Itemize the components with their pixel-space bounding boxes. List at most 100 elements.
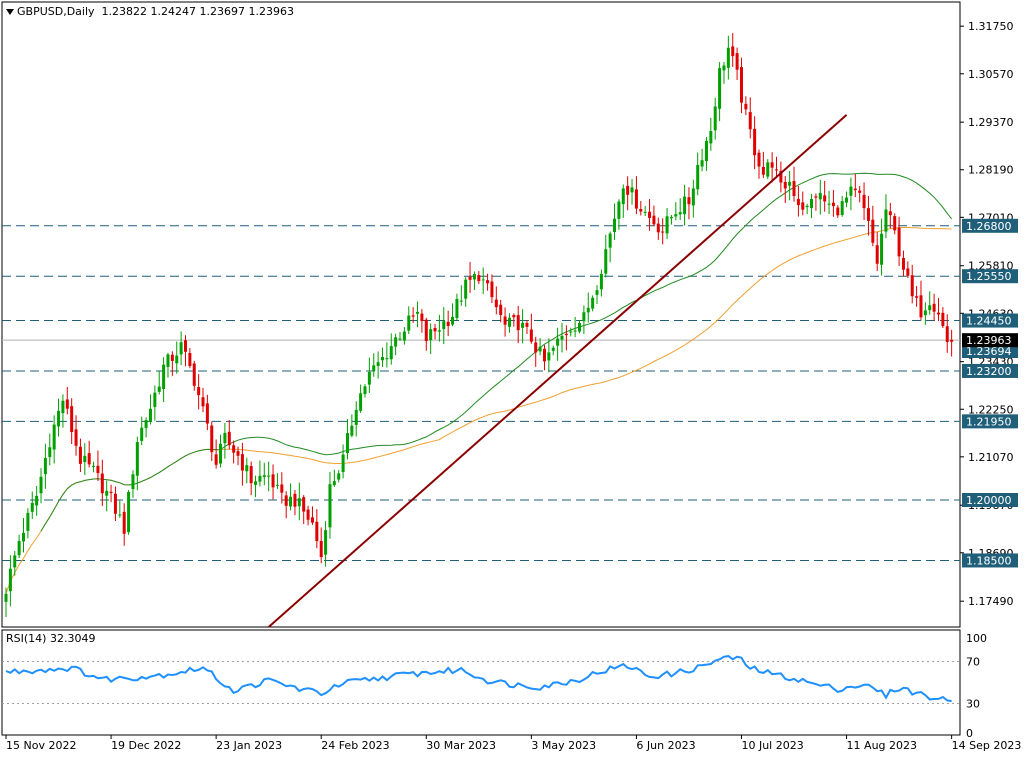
candle-body	[823, 195, 827, 202]
price-tick-label: 1.29370	[968, 116, 1014, 129]
candle-body	[779, 170, 783, 183]
candle	[289, 483, 293, 511]
level-label-bg	[962, 414, 1018, 429]
uptrend-line[interactable]	[268, 114, 848, 628]
candle-body	[648, 211, 652, 218]
candle	[78, 438, 82, 473]
candle	[613, 203, 617, 241]
level-label: 1.20000	[966, 494, 1012, 507]
candle-body	[840, 201, 844, 215]
candle	[950, 329, 954, 357]
candle-body	[332, 481, 336, 486]
candle	[923, 302, 927, 325]
candle	[648, 199, 652, 231]
candle	[407, 306, 411, 334]
candle	[280, 472, 284, 504]
candle-body	[109, 491, 113, 493]
candle-body	[761, 166, 765, 175]
candle-body	[849, 186, 853, 196]
candle-body	[376, 362, 380, 366]
candle-body	[201, 397, 205, 407]
candle	[941, 307, 945, 329]
candle-body	[700, 160, 704, 167]
candle	[936, 298, 940, 322]
time-tick-label: 6 Jun 2023	[636, 739, 695, 752]
candle-body	[936, 312, 940, 315]
candle-body	[289, 496, 293, 507]
candle	[455, 293, 459, 321]
high-value: 1.24247	[150, 5, 197, 18]
horizontal-levels[interactable]	[2, 225, 960, 561]
candle	[57, 398, 61, 437]
main-plot-border	[1, 1, 961, 628]
candle-body	[354, 409, 358, 425]
candle-body	[359, 393, 363, 411]
candle-body	[722, 65, 726, 71]
candle-body	[831, 202, 835, 207]
candle-body	[100, 473, 104, 494]
candle	[599, 269, 603, 297]
candle	[770, 152, 774, 183]
candle-body	[402, 331, 406, 341]
candle	[424, 317, 428, 351]
candle	[8, 555, 12, 607]
candle-body	[328, 484, 332, 528]
time-tick-label: 10 Jul 2023	[741, 739, 803, 752]
candle-body	[569, 331, 573, 333]
candle-body	[398, 338, 402, 340]
candle	[332, 469, 336, 487]
candle-body	[503, 316, 507, 325]
candle	[170, 351, 174, 376]
candle	[722, 62, 726, 84]
candle-body	[613, 218, 617, 233]
candle-body	[753, 128, 757, 156]
candle-body	[135, 442, 139, 476]
candle	[766, 159, 770, 180]
candle	[757, 149, 761, 179]
candle	[678, 198, 682, 220]
candle-body	[78, 446, 82, 464]
candle	[796, 186, 800, 217]
candle	[328, 471, 332, 539]
candle	[595, 285, 599, 304]
close-value: 1.23963	[248, 5, 295, 18]
candle-body	[455, 298, 459, 319]
candle-body	[884, 209, 888, 232]
candle-body	[92, 465, 96, 467]
candle-body	[656, 223, 660, 233]
candle	[871, 205, 875, 247]
candle	[262, 462, 266, 486]
last-low-label: 1.23694	[966, 345, 1012, 358]
candle-body	[617, 201, 621, 219]
chart-menu-icon[interactable]	[6, 9, 14, 15]
candle	[254, 475, 258, 498]
candle-body	[486, 280, 490, 284]
candle-body	[788, 181, 792, 186]
candle-body	[827, 203, 831, 205]
candle	[669, 215, 673, 225]
candle-body	[166, 354, 170, 367]
candle	[945, 314, 949, 353]
time-tick-label: 11 Aug 2023	[847, 739, 917, 752]
candle	[319, 527, 323, 564]
time-axis: 15 Nov 2022 19 Dec 2022 23 Jan 2023 24 Feb …	[5, 735, 1021, 752]
candle-body	[113, 493, 117, 514]
candle-body	[350, 425, 354, 436]
candle-body	[459, 300, 463, 302]
time-tick-label: 3 May 2023	[531, 739, 596, 752]
candle-body	[836, 207, 840, 216]
candle	[214, 439, 218, 469]
candle	[258, 460, 262, 487]
candle	[446, 310, 450, 337]
candle-body	[792, 181, 796, 196]
candle	[910, 264, 914, 304]
trendline[interactable]	[268, 114, 848, 628]
candle	[512, 313, 516, 327]
candle	[481, 267, 485, 295]
candle-body	[131, 474, 135, 490]
candle-body	[192, 363, 196, 386]
candle	[748, 97, 752, 139]
candle-body	[293, 493, 297, 507]
candle-body	[275, 484, 279, 486]
candle-body	[284, 495, 288, 506]
